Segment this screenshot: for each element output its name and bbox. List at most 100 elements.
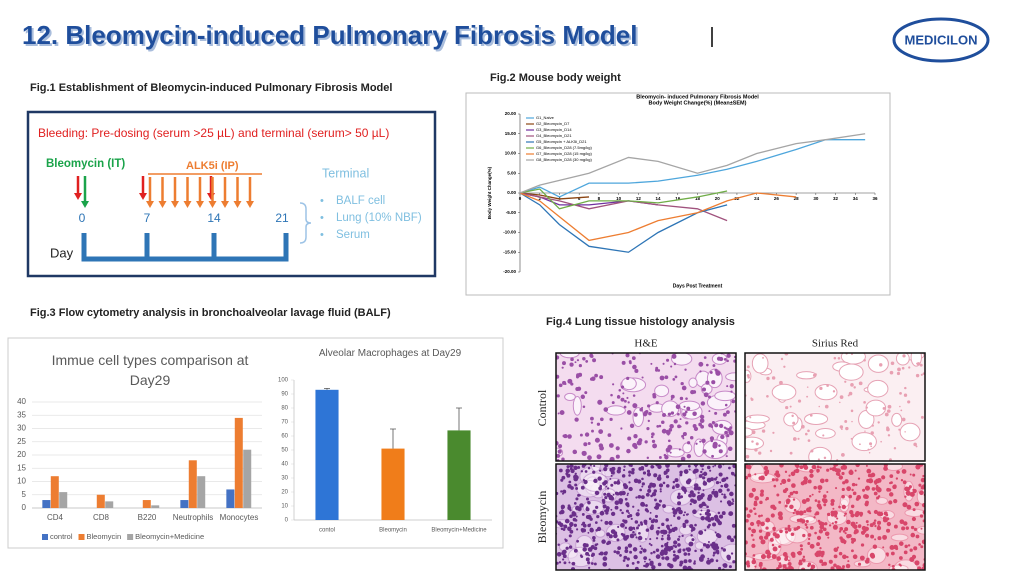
legend-label: Bleomycin+Medicine bbox=[135, 532, 204, 541]
nucleus bbox=[775, 470, 780, 475]
nucleus bbox=[824, 404, 829, 409]
bar bbox=[142, 500, 151, 508]
nucleus bbox=[587, 466, 591, 470]
nucleus bbox=[570, 468, 575, 474]
nucleus bbox=[871, 424, 874, 427]
nucleus bbox=[635, 536, 638, 539]
nucleus bbox=[556, 551, 562, 557]
nucleus bbox=[624, 526, 628, 530]
nucleus bbox=[844, 380, 847, 383]
timeline bbox=[81, 233, 289, 262]
nucleus bbox=[861, 525, 867, 531]
bar bbox=[226, 489, 235, 508]
nucleus bbox=[593, 464, 596, 468]
nucleus bbox=[677, 538, 680, 541]
nucleus bbox=[711, 454, 714, 458]
nucleus bbox=[842, 565, 845, 569]
nucleus bbox=[865, 500, 869, 505]
y-tick-label: 40 bbox=[17, 397, 26, 406]
nucleus bbox=[682, 412, 687, 417]
nucleus bbox=[630, 517, 633, 520]
nucleus bbox=[661, 428, 667, 434]
nucleus bbox=[561, 366, 564, 369]
nucleus bbox=[726, 353, 731, 358]
nucleus bbox=[792, 511, 795, 515]
nucleus bbox=[599, 510, 605, 516]
bar bbox=[315, 389, 339, 520]
nucleus bbox=[635, 512, 640, 517]
nucleus bbox=[881, 475, 886, 480]
nucleus bbox=[666, 484, 670, 488]
nucleus bbox=[576, 359, 580, 362]
nucleus bbox=[683, 469, 689, 474]
x-tick-label: 12 bbox=[636, 196, 642, 201]
nucleus bbox=[576, 528, 579, 531]
nucleus bbox=[602, 504, 607, 509]
nucleus bbox=[778, 500, 782, 504]
nucleus bbox=[826, 384, 829, 387]
nucleus bbox=[787, 524, 791, 528]
nucleus bbox=[720, 434, 725, 440]
nucleus bbox=[685, 421, 689, 425]
nucleus bbox=[870, 534, 875, 539]
nucleus bbox=[807, 479, 812, 484]
nucleus bbox=[655, 530, 660, 535]
nucleus bbox=[693, 483, 699, 488]
nucleus bbox=[730, 502, 733, 505]
nucleus bbox=[567, 434, 572, 439]
nucleus bbox=[699, 464, 705, 468]
nucleus bbox=[875, 486, 880, 491]
nucleus bbox=[568, 534, 572, 538]
nucleus bbox=[782, 552, 788, 557]
nucleus bbox=[778, 545, 781, 548]
x-tick-label: 28 bbox=[794, 196, 800, 201]
nucleus bbox=[567, 378, 573, 384]
nucleus bbox=[774, 473, 777, 476]
nucleus bbox=[899, 556, 903, 560]
nucleus bbox=[648, 558, 651, 561]
nucleus bbox=[608, 534, 613, 539]
nucleus bbox=[673, 541, 676, 544]
nucleus bbox=[753, 502, 758, 507]
nucleus bbox=[907, 400, 911, 404]
nucleus bbox=[847, 560, 850, 563]
nucleus bbox=[699, 414, 705, 420]
nucleus bbox=[663, 549, 668, 555]
brace bbox=[299, 202, 312, 244]
nucleus bbox=[609, 496, 615, 501]
nucleus bbox=[610, 393, 613, 397]
nucleus bbox=[603, 407, 609, 412]
nucleus bbox=[840, 465, 845, 470]
nucleus bbox=[644, 564, 649, 568]
arrow-head bbox=[74, 193, 82, 200]
nucleus bbox=[720, 547, 724, 550]
nucleus bbox=[745, 454, 750, 459]
nucleus bbox=[689, 436, 694, 440]
nucleus bbox=[614, 500, 620, 506]
nucleus bbox=[884, 412, 889, 417]
nucleus bbox=[865, 520, 869, 524]
caption: Fig.1 Establishment of Bleomycin-induced… bbox=[30, 82, 392, 94]
nucleus bbox=[658, 456, 662, 459]
nucleus bbox=[850, 513, 855, 518]
nucleus bbox=[827, 536, 830, 539]
bleeding-note: Bleeding: Pre-dosing (serum >25 µL) and … bbox=[38, 126, 389, 140]
image-frame bbox=[744, 352, 926, 462]
nucleus bbox=[913, 527, 918, 531]
nucleus bbox=[868, 512, 872, 515]
nucleus bbox=[706, 479, 710, 482]
nucleus bbox=[650, 362, 653, 365]
nucleus bbox=[790, 532, 795, 537]
nucleus bbox=[748, 527, 752, 531]
nucleus bbox=[782, 564, 787, 569]
nucleus bbox=[658, 483, 664, 488]
nucleus bbox=[719, 423, 724, 429]
nucleus bbox=[580, 485, 585, 490]
nucleus bbox=[632, 547, 638, 552]
nucleus bbox=[672, 480, 676, 484]
nucleus bbox=[559, 410, 565, 416]
nucleus bbox=[612, 493, 615, 496]
nucleus bbox=[909, 548, 913, 552]
nucleus bbox=[802, 555, 806, 559]
logo: MEDICILON bbox=[905, 32, 978, 47]
